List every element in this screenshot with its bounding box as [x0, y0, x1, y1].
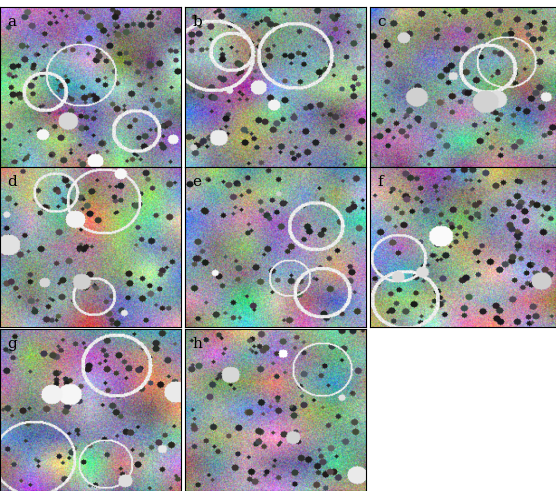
Text: e: e	[192, 175, 201, 189]
Text: g: g	[7, 337, 17, 351]
Text: h: h	[192, 337, 202, 351]
Text: d: d	[7, 175, 17, 189]
Text: b: b	[192, 15, 202, 29]
Text: f: f	[378, 175, 383, 189]
Text: c: c	[378, 15, 386, 29]
Text: a: a	[7, 15, 16, 29]
